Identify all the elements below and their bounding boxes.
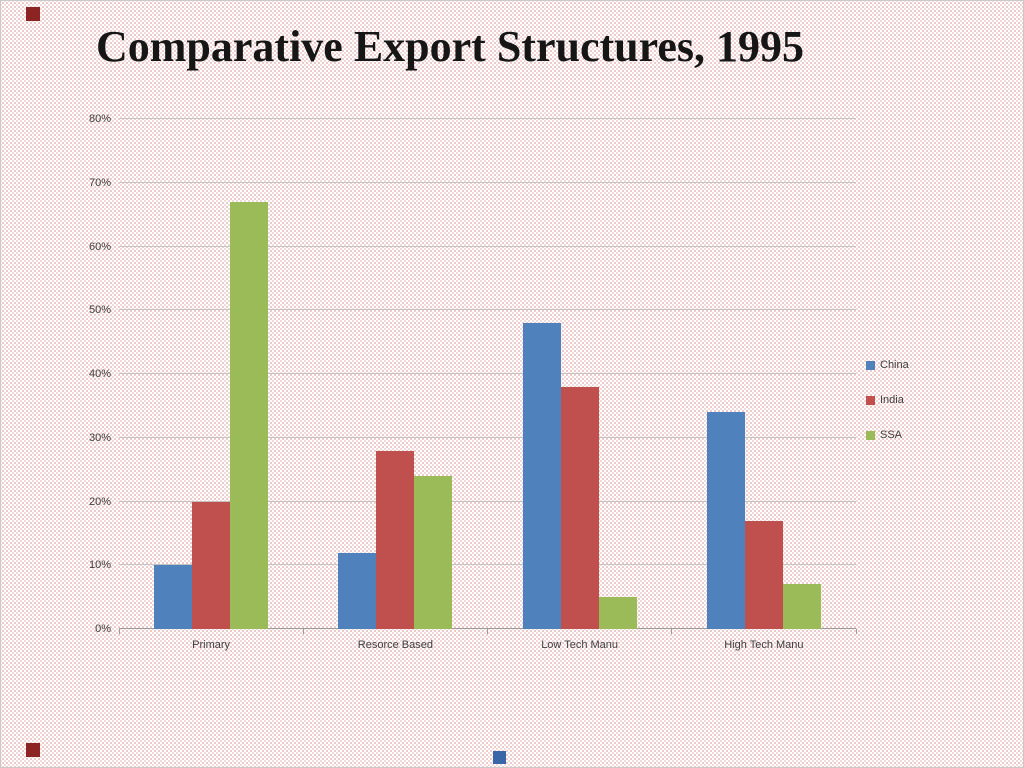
x-axis-tick	[855, 629, 857, 634]
bar-ssa-low-tech-manu	[598, 597, 637, 629]
x-axis-category-label: Low Tech Manu	[541, 639, 619, 651]
x-axis-tick	[302, 629, 304, 634]
legend-swatch-ssa	[866, 430, 875, 440]
chart-legend: China India SSA	[866, 359, 909, 441]
y-axis-tick-label: 60%	[88, 240, 111, 253]
corner-decoration-bottom-left	[26, 743, 40, 757]
y-axis-tick-label: 30%	[88, 431, 111, 444]
legend-item-india: India	[866, 394, 909, 406]
bar-china-primary	[154, 565, 193, 629]
plot-area: 0% 10% 20% 30% 40% 50% 60% 70% 80% Primary Resorce…	[89, 113, 857, 651]
y-axis-tick-label: 0%	[95, 623, 111, 635]
gridline-40	[119, 373, 856, 374]
bar-group-low-tech-manu: Low Tech Manu	[488, 119, 672, 651]
x-axis-category-label: Resorce Based	[357, 639, 433, 651]
y-axis-tick-label: 80%	[88, 113, 111, 125]
bar-india-resorce-based	[376, 450, 415, 629]
x-axis-tick	[487, 629, 488, 634]
bar-india-low-tech-manu	[560, 386, 599, 629]
gridline-20	[119, 500, 856, 502]
legend-item-china: China	[866, 359, 909, 371]
x-axis-tick	[671, 629, 673, 634]
corner-decoration-bottom-center	[493, 751, 506, 764]
legend-label-china: China	[880, 359, 909, 371]
bar-ssa-high-tech-manu	[782, 584, 821, 629]
x-axis-category-label: Primary	[192, 639, 231, 651]
gridline-70	[119, 181, 856, 183]
legend-swatch-india	[866, 395, 875, 405]
gridline-30	[119, 436, 856, 438]
bar-group-high-tech-manu: High Tech Manu	[672, 119, 856, 651]
bar-india-primary	[192, 501, 231, 629]
y-axis-tick-label: 10%	[88, 559, 111, 572]
bar-ssa-primary	[230, 201, 269, 629]
gridline-10	[119, 564, 856, 566]
gridline-60	[119, 245, 856, 247]
gridline-80	[119, 118, 856, 119]
bar-china-resorce-based	[338, 552, 377, 629]
y-axis-tick-label: 70%	[88, 176, 111, 189]
legend-swatch-china	[866, 360, 875, 370]
y-axis-tick-label: 20%	[88, 495, 111, 508]
x-axis-tick	[118, 629, 120, 634]
x-axis-category-label: High Tech Manu	[724, 639, 804, 651]
x-axis-line	[119, 628, 856, 629]
slide-title: Comparative Export Structures, 1995	[96, 22, 804, 71]
bar-china-low-tech-manu	[522, 323, 561, 629]
corner-decoration-top-left	[26, 7, 40, 21]
bar-group-primary: Primary	[119, 119, 303, 651]
bar-india-high-tech-manu	[744, 520, 783, 629]
gridline-50	[119, 309, 856, 311]
y-axis-tick-label: 50%	[88, 304, 111, 317]
bar-group-resorce-based: Resorce Based	[303, 119, 487, 651]
legend-label-ssa: SSA	[880, 429, 903, 441]
bar-china-high-tech-manu	[706, 412, 745, 629]
legend-item-ssa: SSA	[866, 429, 909, 441]
bar-ssa-resorce-based	[414, 476, 453, 629]
y-axis-tick-label: 40%	[88, 368, 111, 380]
legend-label-india: India	[880, 394, 904, 406]
